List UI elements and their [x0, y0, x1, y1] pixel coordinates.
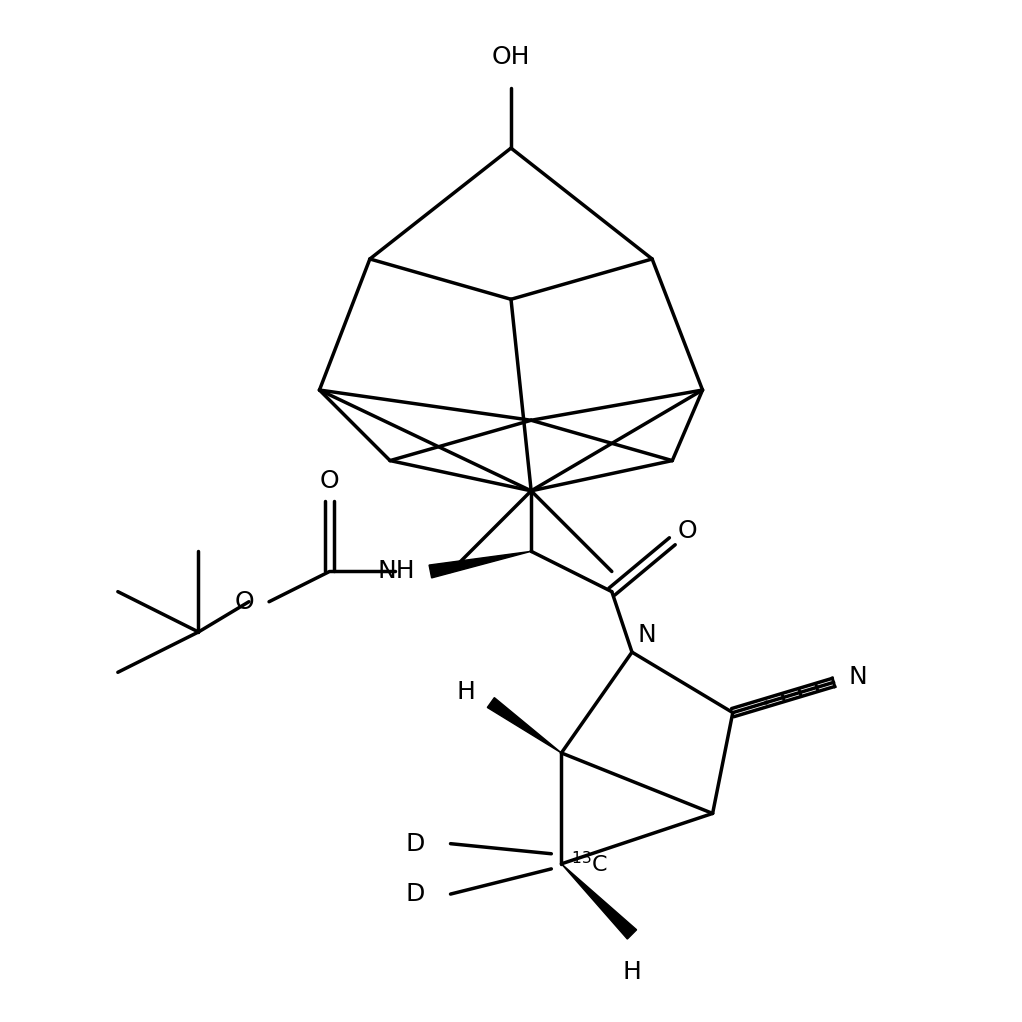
Text: O: O [678, 519, 697, 543]
Text: D: D [406, 882, 425, 907]
Text: OH: OH [492, 45, 530, 69]
Polygon shape [487, 698, 561, 753]
Text: N: N [637, 623, 656, 647]
Polygon shape [429, 551, 531, 577]
Polygon shape [561, 864, 637, 939]
Text: D: D [406, 832, 425, 855]
Text: NH: NH [377, 559, 415, 584]
Text: N: N [848, 665, 868, 689]
Text: O: O [320, 469, 339, 493]
Text: H: H [457, 681, 475, 704]
Text: H: H [622, 960, 642, 983]
Text: $^{13}$C: $^{13}$C [571, 851, 608, 877]
Text: O: O [234, 590, 253, 614]
